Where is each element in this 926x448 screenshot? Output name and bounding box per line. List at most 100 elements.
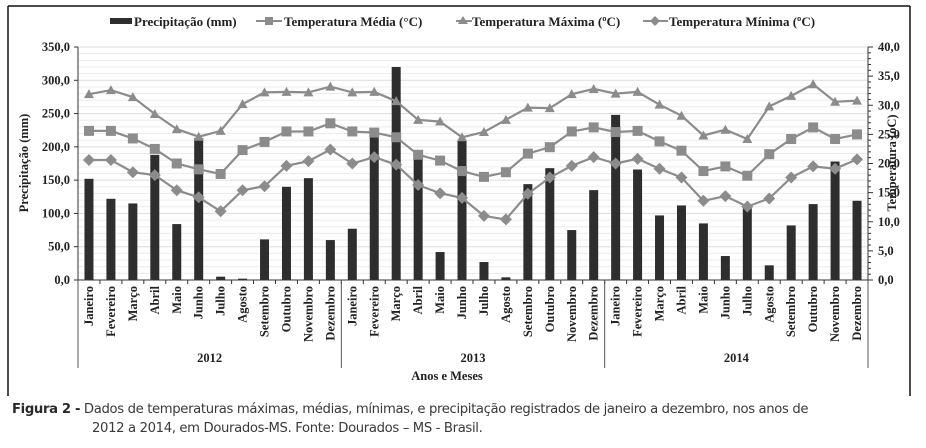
x-axis-labels: Janeiro Fevereiro Março Abril Maio Junho Julho… (82, 285, 864, 365)
legend-label-temp-media: Temperatura Média (°C) (284, 14, 422, 29)
marker-square (632, 125, 643, 136)
bar-precipitation (611, 114, 621, 280)
marker-diamond (609, 157, 622, 170)
y-tick-label-right: 25,0 (878, 127, 900, 141)
y-tick-label-left: 50,0 (48, 240, 70, 254)
bar-precipitation (523, 184, 533, 280)
marker-square (566, 126, 577, 137)
caption-label: Figura 2 - (12, 402, 81, 417)
marker-triangle (215, 125, 226, 135)
marker-triangle (391, 96, 402, 106)
line-temp-media (89, 122, 858, 179)
marker-square (237, 145, 248, 156)
marker-triangle (127, 92, 138, 102)
y-tick-label-right: 40,0 (878, 40, 900, 54)
marker-triangle (259, 87, 270, 97)
x-month-label: Setembro (258, 286, 272, 337)
marker-diamond (785, 171, 798, 184)
x-year-label: 2012 (197, 351, 222, 365)
marker-triangle (193, 131, 204, 141)
legend-label-precipitation: Precipitação (mm) (134, 14, 237, 29)
bar-precipitation (325, 240, 335, 280)
marker-triangle (676, 110, 687, 120)
marker-square (808, 122, 819, 133)
bar-precipitation (435, 252, 445, 280)
marker-triangle (435, 116, 446, 126)
legend-label-temp-maxima: Temperatura Máxima (ºC) (472, 14, 620, 29)
marker-diamond (499, 213, 512, 226)
x-month-label: Julho (214, 286, 228, 316)
marker-square (413, 149, 424, 160)
marker-diamond (434, 187, 447, 200)
x-month-label: Setembro (784, 286, 798, 337)
bar-precipitation (698, 223, 708, 280)
bar-precipitation (786, 225, 796, 280)
legend-item-temp-minima: Temperatura Mínima (ºC) (643, 14, 815, 29)
marker-triangle (171, 124, 182, 134)
marker-diamond (214, 205, 227, 218)
x-month-label: Março (653, 286, 667, 321)
marker-diamond (653, 162, 666, 175)
marker-triangle (566, 89, 577, 99)
marker-triangle (237, 99, 248, 109)
marker-diamond (192, 191, 205, 204)
bar-precipitation (216, 276, 226, 280)
x-month-label: Maio (170, 286, 184, 314)
marker-triangle (413, 114, 424, 124)
marker-square (281, 126, 292, 137)
marker-triangle (808, 79, 819, 89)
bar-precipitation (84, 178, 94, 280)
bar-precipitation (369, 134, 379, 280)
x-month-label: Outubro (279, 286, 293, 332)
bar-precipitation (676, 205, 686, 280)
x-month-label: Agosto (236, 286, 250, 323)
marker-diamond (807, 160, 820, 173)
marker-triangle (742, 134, 753, 144)
marker-triangle (347, 87, 358, 97)
marker-diamond (104, 154, 117, 167)
bar-precipitation (479, 262, 489, 280)
x-month-label: Novembro (828, 286, 842, 342)
bar-precipitation (655, 215, 665, 280)
marker-square (105, 125, 116, 136)
bar-precipitation (501, 277, 511, 280)
x-year-label: 2013 (461, 351, 486, 365)
marker-square (127, 133, 138, 144)
marker-triangle (478, 127, 489, 137)
marker-diamond (346, 157, 359, 170)
legend-item-temp-media: Temperatura Média (°C) (256, 14, 422, 29)
marker-square (522, 148, 533, 159)
right-axis-ticks: 0,0 5,0 10,0 15,0 20,0 25,0 30,0 35,0 40,0 (868, 40, 900, 287)
x-month-label: Maio (433, 286, 447, 314)
bar-precipitation (303, 178, 313, 280)
marker-diamond (258, 180, 271, 193)
x-year-label: 2014 (724, 351, 750, 365)
marker-square (325, 118, 336, 129)
legend-label-temp-minima: Temperatura Mínima (ºC) (669, 14, 815, 29)
y-tick-label-left: 200,0 (42, 140, 70, 154)
marker-square (193, 164, 204, 175)
y-tick-label-left: 100,0 (42, 206, 70, 220)
y-tick-label-right: 20,0 (878, 157, 900, 171)
marker-square (830, 134, 841, 145)
bar-precipitation (830, 161, 840, 280)
marker-square (698, 166, 709, 177)
marker-diamond (390, 158, 403, 171)
marker-diamond (82, 154, 95, 167)
marker-triangle (325, 81, 336, 91)
bar-precipitation (852, 200, 862, 280)
marker-triangle (522, 102, 533, 112)
marker-square (544, 142, 555, 153)
marker-square (610, 127, 621, 138)
marker-diamond (148, 169, 161, 182)
marker-square (654, 136, 665, 147)
legend-item-precipitation: Precipitação (mm) (110, 14, 237, 29)
temperature-lines (82, 79, 864, 226)
x-month-label: Julho (477, 286, 491, 316)
marker-triangle (830, 96, 841, 106)
x-month-label: Junho (718, 286, 732, 319)
marker-square (149, 143, 160, 154)
caption-line2: 2012 a 2014, em Dourados-MS. Fonte: Dour… (92, 421, 483, 436)
x-axis-title: Anos e Meses (411, 369, 483, 383)
marker-triangle (786, 90, 797, 100)
